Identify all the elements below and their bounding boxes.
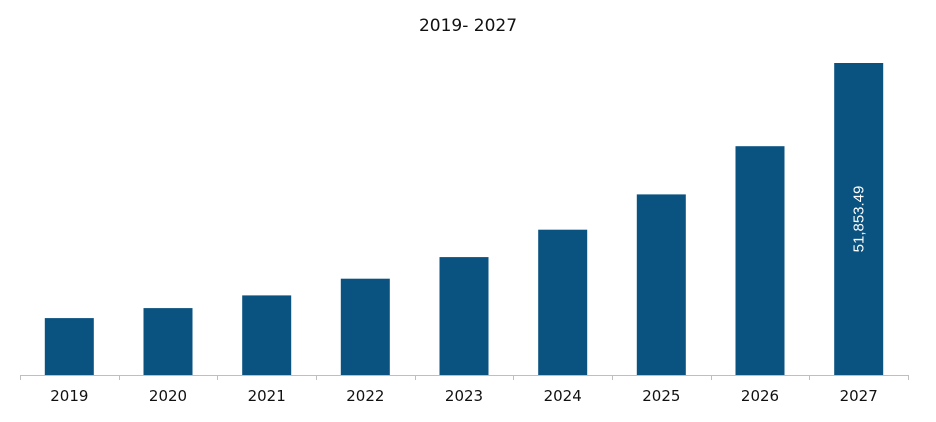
x-tick-label-2024: 2024 [544, 387, 582, 405]
bar-2021 [242, 295, 292, 375]
bar-2027 [834, 63, 884, 375]
x-tick-label-2027: 2027 [840, 387, 878, 405]
x-tick-label-2022: 2022 [346, 387, 384, 405]
bar-2023 [439, 257, 489, 375]
bars-group [44, 63, 884, 375]
bar-2022 [340, 278, 390, 375]
x-tick-label-2023: 2023 [445, 387, 483, 405]
labels-group: 51,853.49 2019 2020 2021 2022 2023 2024 2025 202… [50, 186, 878, 405]
bar-2026 [735, 146, 785, 375]
x-tick-label-2020: 2020 [149, 387, 187, 405]
chart-title: 2019- 2027 [419, 16, 517, 36]
data-label-2027: 51,853.49 [851, 186, 868, 253]
x-tick-label-2019: 2019 [50, 387, 88, 405]
bar-2019 [44, 318, 94, 375]
x-axis [20, 375, 909, 380]
x-tick-label-2021: 2021 [248, 387, 286, 405]
bar-2020 [143, 308, 193, 375]
x-tick-label-2025: 2025 [642, 387, 680, 405]
bar-2025 [636, 194, 686, 375]
bar-2024 [538, 229, 588, 375]
x-tick-label-2026: 2026 [741, 387, 779, 405]
